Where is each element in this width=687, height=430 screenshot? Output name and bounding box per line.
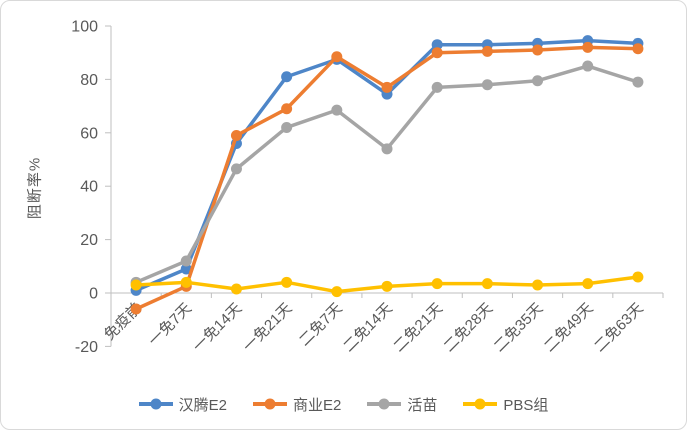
legend-item-2: 活苗 xyxy=(367,394,437,415)
x-tick-label: 二免35天 xyxy=(491,300,547,356)
legend-item-1: 商业E2 xyxy=(252,394,342,415)
series-0-marker xyxy=(431,39,443,51)
x-tick-label: 二免14天 xyxy=(340,300,396,356)
legend-item-0: 汉腾E2 xyxy=(138,394,227,415)
legend-item-3: PBS组 xyxy=(463,394,548,415)
series-2-marker xyxy=(180,255,192,267)
legend-line-marker-icon xyxy=(367,398,402,410)
legend-label: 汉腾E2 xyxy=(178,396,227,414)
series-0-marker xyxy=(180,263,192,275)
series-3-marker xyxy=(582,278,594,290)
series-2-marker xyxy=(381,143,393,155)
y-tick-label: 20 xyxy=(80,232,98,249)
y-axis-title: 阻断率% xyxy=(26,156,44,220)
series-3-marker xyxy=(331,286,343,298)
x-tick-label: 二免49天 xyxy=(541,300,597,356)
series-2-marker xyxy=(632,76,644,88)
legend-line-marker-icon xyxy=(252,398,287,410)
y-tick-label: 100 xyxy=(71,19,98,36)
y-tick-label: 40 xyxy=(80,179,98,196)
series-1-marker xyxy=(230,129,242,141)
series-1-marker xyxy=(130,303,142,315)
x-tick-label: 一免21天 xyxy=(240,300,296,356)
series-2-marker xyxy=(431,81,443,93)
series-2-marker xyxy=(582,60,594,72)
series-3-marker xyxy=(632,271,644,283)
x-tick-label: 二免7天 xyxy=(296,300,346,350)
legend-label: 活苗 xyxy=(407,396,438,414)
series-0-marker xyxy=(281,71,293,83)
series-3-marker xyxy=(532,279,544,291)
y-tick-label: 80 xyxy=(80,72,98,89)
series-2-marker xyxy=(331,104,343,116)
series-2-marker xyxy=(481,79,493,91)
series-3-marker xyxy=(481,278,493,290)
series-1-marker xyxy=(632,43,644,55)
series-1-marker xyxy=(431,47,443,59)
legend: 汉腾E2 商业E2 活苗 PBS组 xyxy=(1,391,686,417)
series-3-marker xyxy=(381,280,393,292)
x-tick-label: 二免21天 xyxy=(390,300,446,356)
y-tick-label: -20 xyxy=(75,339,98,356)
series-2-marker xyxy=(281,121,293,133)
series-2-marker xyxy=(532,75,544,87)
legend-line-marker-icon xyxy=(138,398,173,410)
y-tick-label: 60 xyxy=(80,125,98,142)
series-3-marker xyxy=(180,276,192,288)
series-3-marker xyxy=(130,279,142,291)
series-1-marker xyxy=(281,103,293,115)
legend-line-marker-icon xyxy=(463,398,498,410)
series-2-marker xyxy=(230,163,242,175)
series-1-marker xyxy=(331,51,343,63)
series-1-marker xyxy=(532,44,544,56)
x-tick-label: 二免63天 xyxy=(591,300,647,356)
x-tick-label: 二免28天 xyxy=(441,300,497,356)
series-0-line xyxy=(134,38,640,293)
x-tick-label: 一免7天 xyxy=(145,300,195,350)
x-tick-label: 一免14天 xyxy=(190,300,246,356)
series-3-marker xyxy=(230,283,242,295)
series-3-marker xyxy=(431,278,443,290)
y-tick-label: 0 xyxy=(89,286,98,303)
legend-label: 商业E2 xyxy=(292,396,342,414)
series-1-marker xyxy=(381,81,393,93)
series-3-marker xyxy=(281,276,293,288)
series-1-marker xyxy=(582,41,594,53)
legend-label: PBS组 xyxy=(503,396,549,414)
series-1-marker xyxy=(481,45,493,57)
